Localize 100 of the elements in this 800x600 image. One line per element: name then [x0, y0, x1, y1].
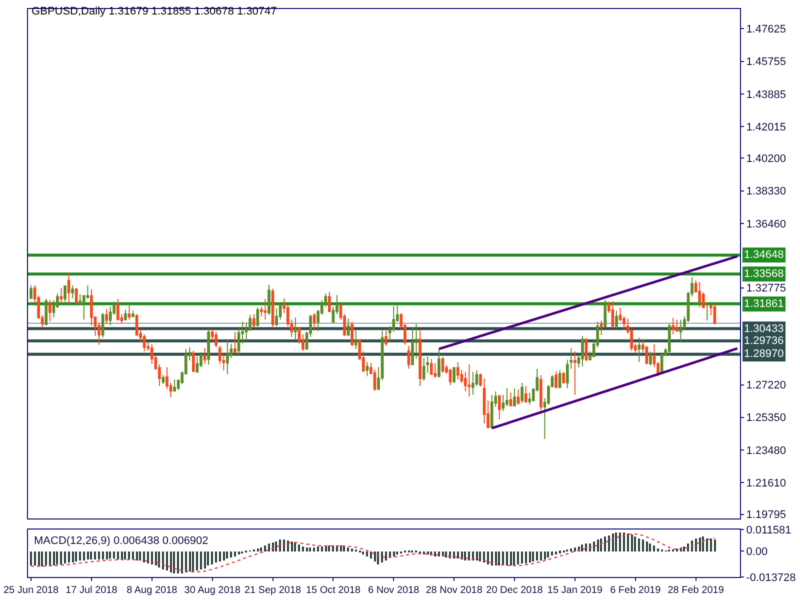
bar	[604, 536, 606, 552]
bar	[676, 548, 678, 552]
bar	[714, 540, 716, 552]
candlestick	[48, 299, 52, 322]
candlestick	[528, 392, 532, 406]
candlestick	[441, 356, 444, 374]
bar	[642, 540, 644, 552]
bar	[585, 544, 587, 552]
x-tick-label: 6 Feb 2019	[610, 585, 662, 596]
candlestick	[672, 317, 675, 335]
bar	[634, 536, 636, 552]
bar	[657, 548, 659, 552]
candlestick	[264, 298, 267, 320]
bar	[196, 552, 198, 570]
candlestick	[679, 319, 682, 344]
bar	[275, 542, 277, 552]
candlestick	[60, 287, 63, 304]
candlestick	[638, 337, 641, 363]
bar	[321, 546, 323, 552]
candlestick	[124, 309, 127, 322]
bar	[332, 546, 334, 552]
candlestick	[203, 348, 206, 364]
candlestick	[434, 362, 437, 378]
candlestick	[328, 291, 331, 313]
candlestick	[676, 319, 678, 332]
bar	[347, 548, 349, 552]
bar	[385, 552, 387, 560]
line-series	[30, 533, 716, 572]
y-tick-label: 1.23480	[746, 444, 786, 457]
bar	[317, 546, 319, 552]
bar	[215, 552, 217, 562]
bar	[600, 538, 602, 552]
x-tick-label: 15 Jan 2019	[547, 585, 603, 596]
candlestick	[105, 308, 108, 324]
candlestick	[271, 288, 274, 328]
candlestick	[452, 366, 456, 384]
bar	[60, 552, 62, 564]
bar	[313, 548, 315, 552]
bar	[612, 534, 614, 552]
bar	[687, 544, 689, 552]
candlestick	[350, 321, 354, 346]
bar	[287, 540, 289, 552]
candlestick	[604, 299, 607, 328]
x-tick-label: 30 Aug 2018	[184, 585, 241, 596]
bar	[34, 552, 36, 566]
candlestick	[384, 330, 388, 346]
candlestick	[30, 284, 32, 300]
candlestick	[524, 385, 528, 403]
candlestick	[418, 328, 422, 386]
bar	[94, 552, 96, 560]
y-tick-label: 1.36460	[746, 218, 786, 230]
bar	[56, 552, 58, 564]
bar	[396, 552, 398, 554]
ref-line-label: 1.34648	[744, 249, 784, 261]
bar	[219, 552, 221, 562]
bar	[699, 538, 701, 552]
candlestick	[407, 345, 410, 370]
candlestick	[226, 338, 229, 375]
bar	[268, 544, 270, 552]
candlestick	[71, 284, 74, 299]
x-tick-label: 15 Oct 2018	[306, 585, 361, 596]
candlestick	[581, 335, 584, 367]
bar	[619, 532, 621, 552]
bar	[547, 552, 549, 558]
bar	[593, 542, 595, 552]
bar	[166, 552, 168, 570]
bar	[41, 552, 43, 566]
bar	[173, 552, 175, 574]
candlestick	[116, 298, 120, 322]
bar	[109, 552, 111, 558]
bar	[631, 534, 633, 552]
candlestick	[422, 357, 426, 382]
bar	[306, 548, 308, 552]
bar	[223, 552, 225, 560]
bar	[170, 552, 172, 572]
bar	[706, 538, 708, 552]
candlestick	[128, 305, 131, 320]
candlestick	[574, 350, 576, 396]
candlestick	[516, 388, 520, 406]
bar	[147, 552, 149, 564]
bar	[340, 546, 342, 552]
x-tick-label: 8 Aug 2018	[126, 585, 178, 596]
ref-line-label: 1.28970	[744, 348, 784, 360]
bar	[279, 540, 281, 552]
bar	[181, 552, 183, 574]
bar	[536, 552, 538, 560]
bar	[521, 552, 523, 564]
bar	[207, 552, 209, 566]
candlestick	[207, 330, 210, 366]
chart-title: GBPUSD,Daily 1.31679 1.31855 1.30678 1.30747	[32, 5, 277, 18]
candlestick	[520, 382, 524, 404]
candlestick	[354, 330, 358, 350]
bar	[309, 548, 311, 552]
candlestick	[252, 314, 256, 328]
bar	[597, 540, 599, 552]
bar	[53, 552, 55, 566]
bar	[434, 552, 436, 556]
bar	[468, 552, 470, 560]
bar	[366, 552, 368, 556]
y-tick-label: 1.40200	[746, 153, 786, 166]
